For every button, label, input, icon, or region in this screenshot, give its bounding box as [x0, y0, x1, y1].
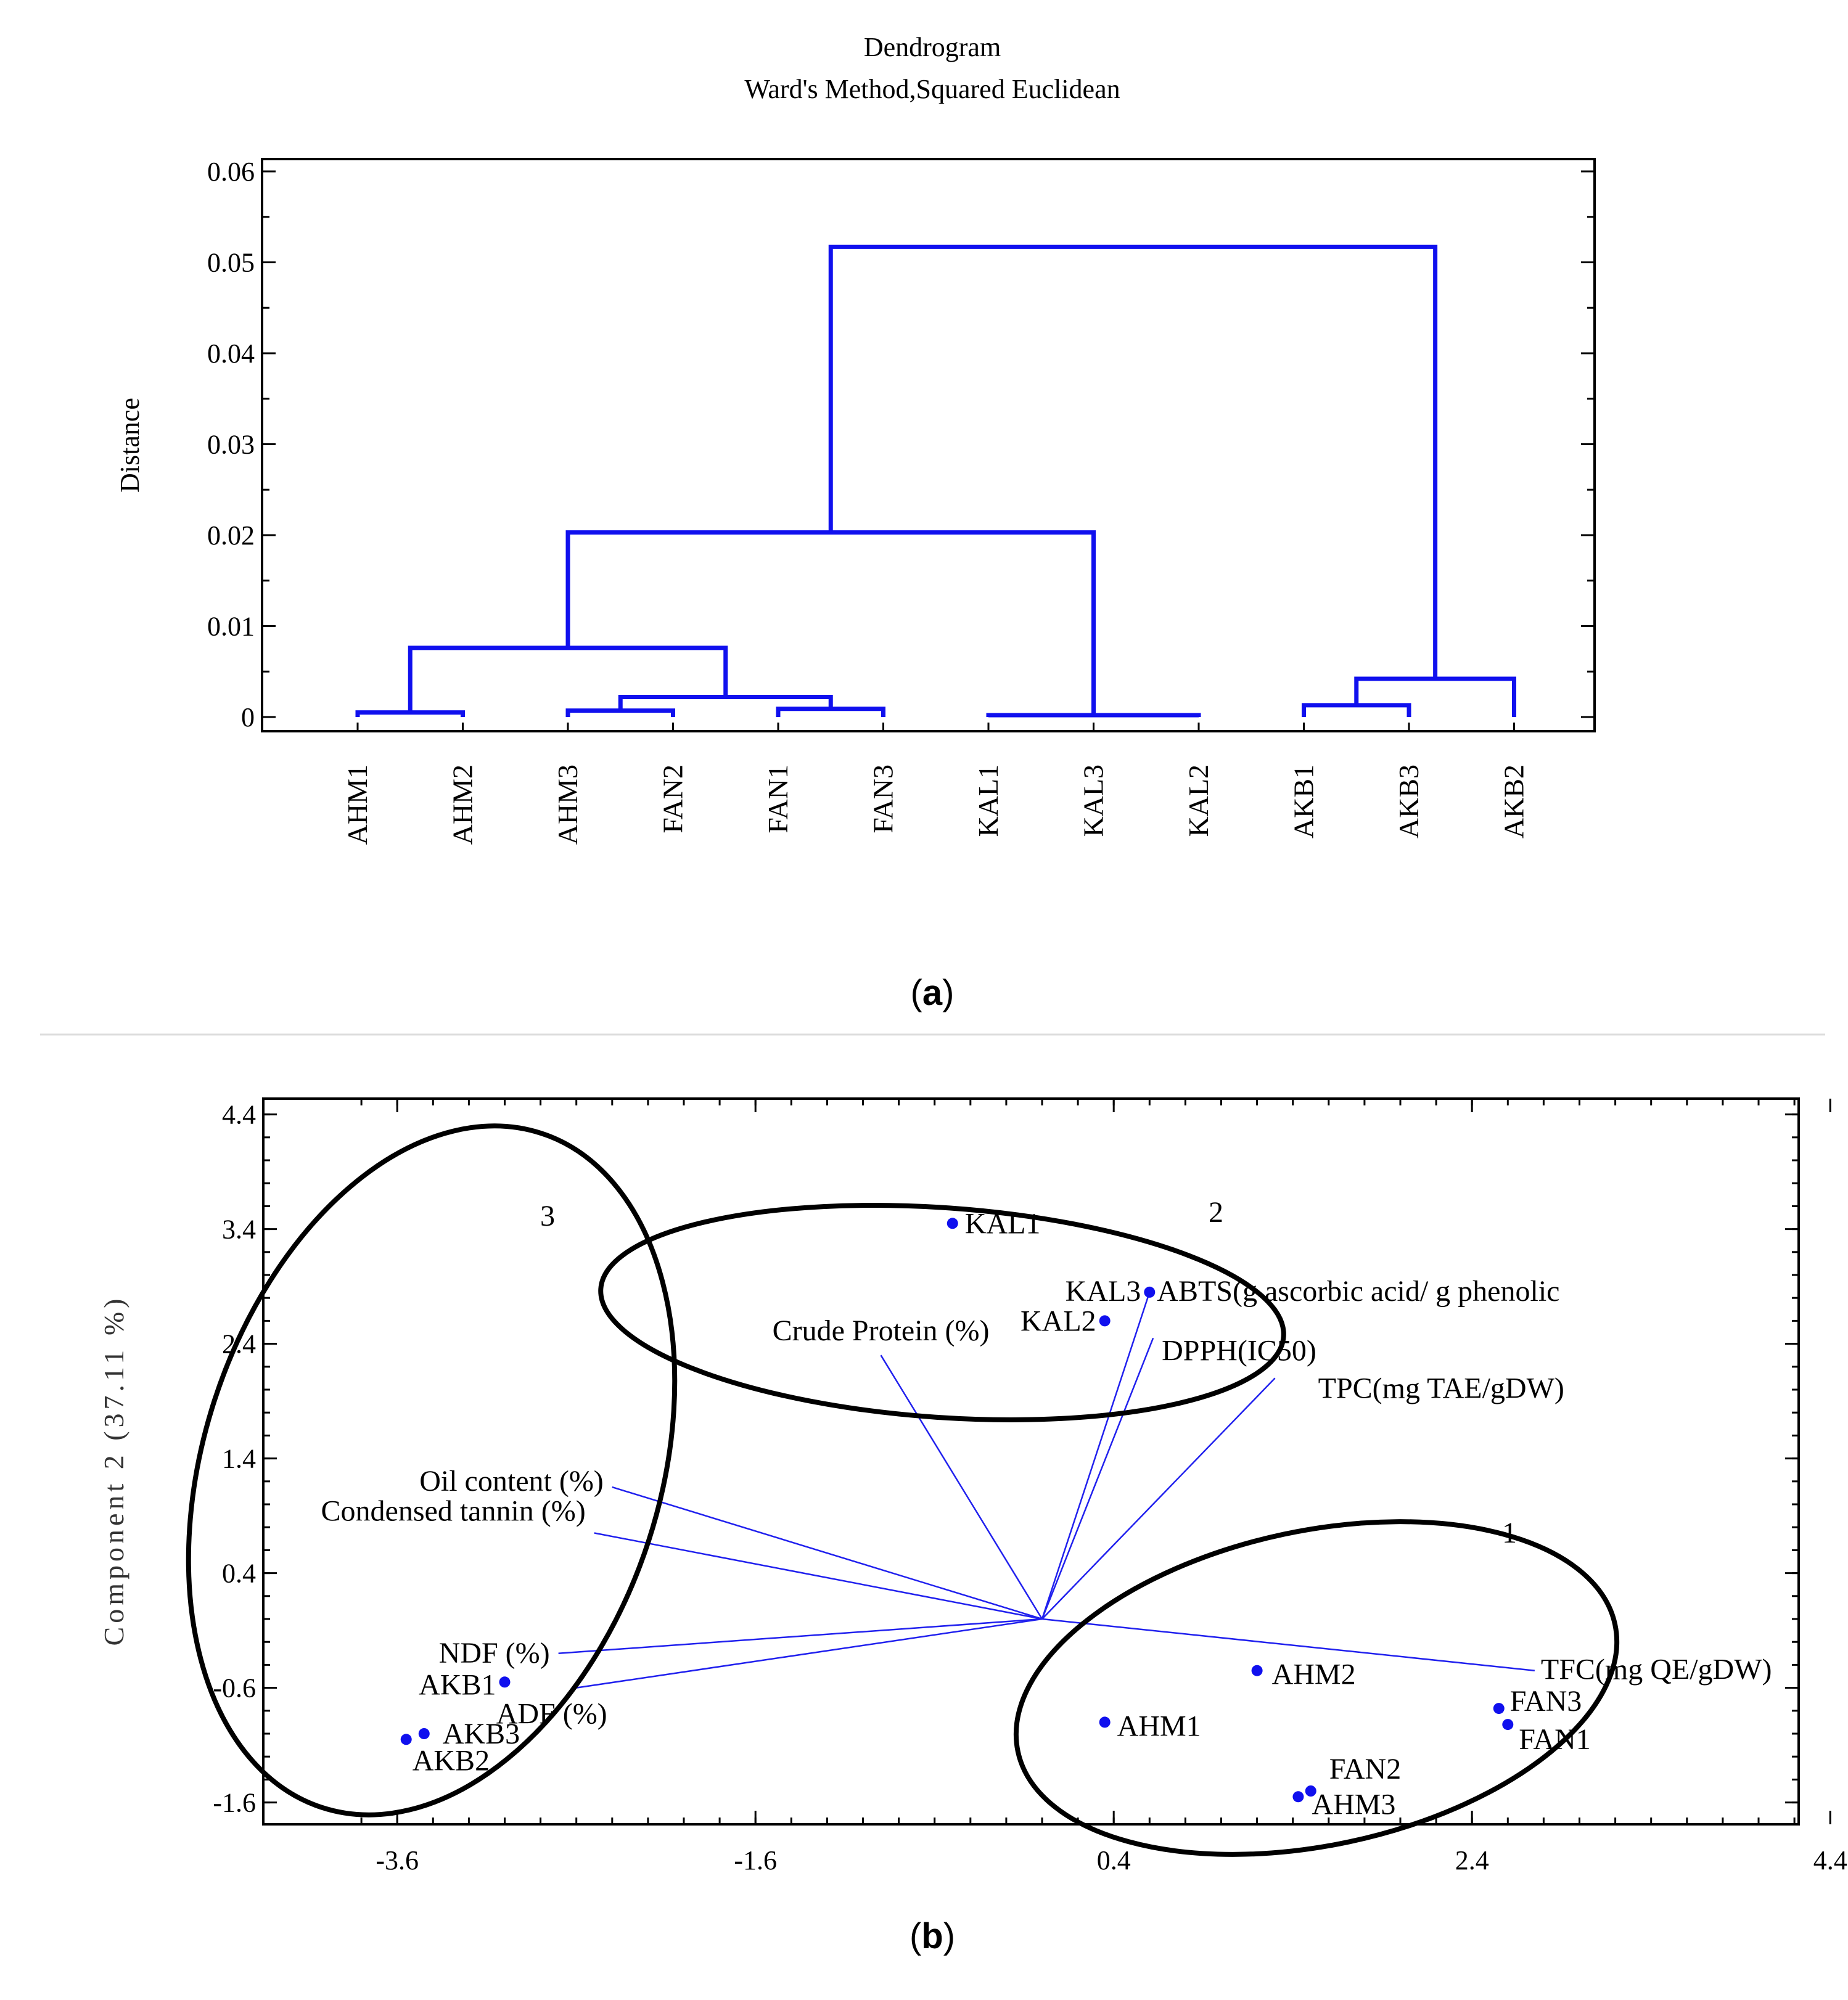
biplot-point-label: AKB2	[413, 1744, 490, 1777]
dendrogram-y-ticks: 0 0.01 0.02 0.03 0.04 0.05 0.06	[207, 157, 1595, 732]
biplot-vector-label: NDF (%)	[439, 1637, 550, 1670]
biplot-point-label: AHM2	[1272, 1658, 1356, 1691]
biplot-y-tick-label: -1.6	[213, 1788, 256, 1818]
dendrogram-y-tick-label: 0.02	[207, 520, 255, 551]
biplot-vector	[576, 1618, 1043, 1689]
dendrogram-y-tick-label: 0.05	[207, 248, 255, 278]
biplot-vector-label: TPC(mg TAE/gDW)	[1318, 1372, 1564, 1404]
biplot-vector	[594, 1532, 1043, 1620]
biplot-vector-label: TFC(mg QE/gDW)	[1541, 1654, 1772, 1686]
biplot-x-tick-label: 4.4	[1813, 1845, 1847, 1875]
dendrogram-link	[828, 244, 1438, 679]
biplot-point-label: AKB1	[419, 1668, 496, 1701]
biplot-vector	[1041, 1377, 1276, 1620]
biplot-point	[1502, 1719, 1514, 1731]
dendrogram-y-tick-label: 0.03	[207, 430, 255, 460]
biplot-point-label: FAN3	[1510, 1685, 1582, 1718]
dendrogram-y-tick-label: 0.01	[207, 612, 255, 642]
biplot-vector-label: Oil content (%)	[419, 1465, 604, 1498]
dendrogram-leaf-label: FAN1	[762, 764, 794, 834]
dendrogram-leaf-label: KAL3	[1078, 764, 1109, 837]
biplot-point	[1493, 1703, 1505, 1715]
biplot-point-label: FAN2	[1329, 1753, 1401, 1785]
dendrogram-leaf-label: AKB3	[1393, 764, 1424, 838]
biplot-vector	[1041, 1618, 1535, 1671]
biplot-y-tick-label: 0.4	[222, 1559, 256, 1589]
biplot-vector-label: Crude Protein (%)	[773, 1314, 990, 1347]
dendrogram-leaf-label: FAN3	[868, 764, 899, 834]
biplot-group-ellipse-2	[598, 1203, 1286, 1422]
biplot-plot-frame	[262, 1097, 1800, 1826]
biplot-x-tick-label: -3.6	[376, 1845, 419, 1875]
dendrogram-link	[408, 645, 728, 713]
dendrogram-link	[565, 530, 1096, 716]
biplot-group-number-1: 1	[1502, 1517, 1517, 1549]
dendrogram-plot-frame	[261, 158, 1596, 732]
biplot-point	[947, 1218, 958, 1229]
biplot-y-tick-label: -0.6	[213, 1673, 256, 1703]
dendrogram-leaf-label: AHM3	[552, 764, 583, 845]
dendrogram-link	[565, 708, 675, 717]
dendrogram-leaf-label: AHM1	[342, 764, 373, 845]
dendrogram-leaf-label: AHM2	[447, 764, 478, 845]
biplot-vector	[558, 1618, 1043, 1655]
biplot-point-label: KAL2	[1021, 1305, 1096, 1337]
dendrogram-link	[1302, 703, 1411, 717]
biplot-vector	[612, 1486, 1043, 1620]
biplot-x-tick-label: 0.4	[1097, 1845, 1131, 1875]
biplot-point	[1144, 1286, 1156, 1298]
biplot-group-number-3: 3	[540, 1200, 555, 1232]
biplot-vector-label: DPPH(IC50)	[1162, 1334, 1316, 1367]
biplot-x-tick-label: 2.4	[1455, 1845, 1489, 1875]
dendrogram-links	[355, 244, 1516, 718]
biplot-point	[400, 1734, 412, 1745]
biplot-point	[1099, 1315, 1111, 1327]
biplot-point-label: KAL3	[1066, 1275, 1141, 1308]
biplot-vector-label: Condensed tannin (%)	[321, 1495, 586, 1528]
dendrogram-title: Dendrogram	[864, 32, 1001, 62]
biplot-loading-vectors: ABTS(g ascorbic acid/ g phenolic DPPH(IC5…	[321, 1275, 1772, 1731]
dendrogram-panel: Dendrogram Ward's Method,Squared Euclide…	[115, 32, 1596, 845]
dendrogram-leaf-label: FAN2	[657, 764, 689, 834]
biplot-point-label: AKB3	[443, 1718, 520, 1750]
dendrogram-link	[776, 707, 885, 717]
dendrogram-link	[1354, 676, 1516, 717]
dendrogram-y-tick-label: 0.04	[207, 338, 255, 369]
dendrogram-leaf-label: AKB1	[1288, 764, 1320, 838]
biplot-point-label: AHM3	[1312, 1788, 1395, 1821]
dendrogram-leaf-label: KAL2	[1183, 764, 1214, 837]
biplot-vector	[1041, 1337, 1154, 1620]
biplot-y-axis-label: Component 2 (37.11 %)	[98, 1295, 129, 1646]
dendrogram-link	[355, 710, 465, 717]
biplot-group-ellipse-1	[1013, 1519, 1620, 1857]
caption-b: (b)	[910, 1916, 955, 1956]
dendrogram-y-tick-label: 0	[241, 702, 255, 732]
caption-a: (a)	[911, 973, 955, 1013]
dendrogram-subtitle: Ward's Method,Squared Euclidean	[744, 74, 1120, 104]
dendrogram-leaf-label: KAL1	[972, 764, 1004, 837]
biplot-group-ellipses: 1 2 3	[186, 1123, 1620, 1857]
dendrogram-leaf-label: AKB2	[1498, 764, 1530, 838]
biplot-vector-label: ABTS(g ascorbic acid/ g phenolic	[1157, 1275, 1559, 1308]
biplot-panel: Component 2 (37.11 %) -3.6 -1.6 0.4 2.4 4.4 -…	[98, 1097, 1847, 1875]
biplot-point	[499, 1676, 511, 1688]
biplot-group-number-2: 2	[1209, 1196, 1223, 1229]
dendrogram-y-axis-label: Distance	[115, 398, 145, 493]
biplot-point-label: AHM1	[1117, 1710, 1201, 1742]
dendrogram-leaf-labels: AHM1 AHM2 AHM3 FAN2 FAN1 FAN3 KAL1 KAL3 KAL2 AKB1…	[342, 723, 1530, 845]
biplot-y-tick-label: 4.4	[222, 1100, 256, 1130]
biplot-point	[1099, 1716, 1111, 1728]
biplot-y-tick-label: 1.4	[222, 1444, 256, 1474]
biplot-vector	[1041, 1292, 1151, 1620]
biplot-point	[1251, 1665, 1263, 1676]
dendrogram-y-tick-label: 0.06	[207, 157, 255, 187]
biplot-y-tick-label: 3.4	[222, 1215, 256, 1245]
biplot-group-ellipse-3	[186, 1123, 678, 1818]
biplot-vector	[880, 1355, 1043, 1620]
biplot-point	[418, 1728, 430, 1739]
biplot-x-tick-label: -1.6	[734, 1845, 777, 1875]
biplot-point	[1305, 1785, 1316, 1797]
biplot-point	[1292, 1791, 1304, 1803]
